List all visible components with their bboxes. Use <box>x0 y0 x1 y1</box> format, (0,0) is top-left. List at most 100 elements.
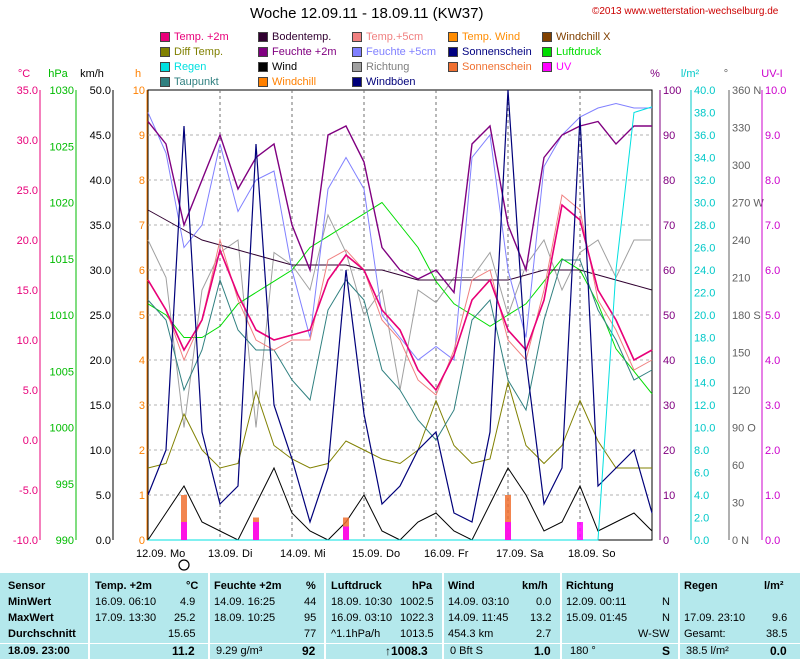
series-line <box>147 209 653 291</box>
axis-tick-label: -10.0 <box>13 535 38 547</box>
temp-min-time: 16.09. 06:10 <box>95 596 157 608</box>
axis-unit-label: h <box>135 68 141 80</box>
axis-tick-label: 20.0 <box>17 235 38 247</box>
legend-label: Temp. +2m <box>174 30 229 43</box>
axis-tick-label: 210 <box>732 273 750 285</box>
axis-tick-label: 40 <box>663 355 675 367</box>
sunshine-bar <box>505 495 511 540</box>
legend-swatch <box>448 31 458 42</box>
legend-item: Temp.+5cm <box>352 30 423 43</box>
legend-item: Temp. Wind <box>448 30 520 43</box>
dir-min-time: 12.09. 00:11 <box>566 596 627 608</box>
rain-total-label: Gesamt: <box>684 628 726 640</box>
axis-tick-label: 5 <box>139 310 145 322</box>
legend-label: Windböen <box>366 75 416 88</box>
axis-tick-label: -5.0 <box>19 485 38 497</box>
header-wind: Wind <box>448 580 475 592</box>
x-tick-label: 16.09. <box>424 548 455 560</box>
axis-tick-label: 30.0 <box>694 198 715 210</box>
hum-current-dewpoint: 9.29 g/m³ <box>216 645 263 657</box>
axis-tick-label: 1025 <box>50 141 74 153</box>
x-tick-label: 17.09. <box>496 548 527 560</box>
legend-label: Bodentemp. <box>272 30 332 43</box>
legend-label: Richtung <box>366 60 410 73</box>
header-temp-unit: °C <box>186 580 199 592</box>
wind-min-time: 14.09. 03:10 <box>448 596 510 608</box>
axis-unit-label: ° <box>724 68 728 80</box>
header-sensor: Sensor <box>8 580 46 592</box>
x-tick-label: Mi <box>314 548 326 560</box>
axis-tick-label: 15.0 <box>90 400 111 412</box>
axis-tick-label: 4.0 <box>765 355 780 367</box>
press-current-value: ↑1008.3 <box>385 644 428 658</box>
credit-link[interactable]: ©2013 www.wetterstation-wechselburg.de <box>592 6 779 17</box>
sunshine-bar <box>181 495 187 540</box>
axis-tick-label: 32.0 <box>694 175 715 187</box>
axis-tick-label: 24.0 <box>694 265 715 277</box>
legend-label: Windchill <box>272 75 317 88</box>
axis-tick-label: 1030 <box>50 85 74 97</box>
hum-avg-value: 77 <box>304 628 317 640</box>
legend-label: UV <box>556 60 572 73</box>
legend-label: Regen <box>174 60 207 73</box>
legend-label: Wind <box>272 60 298 73</box>
wind-min-value: 0.0 <box>536 596 552 608</box>
x-tick-label: 13.09. <box>208 548 239 560</box>
axis-tick-label: 0 <box>663 535 669 547</box>
legend-swatch <box>160 31 170 42</box>
legend-item: Luftdruck <box>542 45 601 58</box>
axis-tick-label: 4 <box>139 355 145 367</box>
legend-item: Windböen <box>352 75 416 88</box>
press-avg-value: 1013.5 <box>400 628 434 640</box>
uv-bar <box>253 522 259 540</box>
axis-tick-label: 7 <box>139 220 145 232</box>
legend-label: Luftdruck <box>556 45 602 58</box>
axis-tick-label: 1020 <box>50 198 74 210</box>
axis-tick-label: 12.0 <box>694 400 715 412</box>
series-line <box>147 203 653 392</box>
wind-current-bft: 0 Bft S <box>450 645 484 657</box>
row-label-now: 18.09. 23:00 <box>8 645 70 657</box>
column-divider <box>324 573 326 659</box>
axis-tick-label: 15.0 <box>17 285 38 297</box>
axis-tick-label: 0.0 <box>694 535 709 547</box>
legend-item: Diff Temp. <box>160 45 223 58</box>
chart-title: Woche 12.09.11 - 18.09.11 (KW37) <box>250 5 484 22</box>
axis-tick-label: 0 <box>139 535 145 547</box>
wind-max-time: 14.09. 11:45 <box>448 612 509 624</box>
legend-swatch <box>258 76 268 87</box>
x-tick-label: So <box>602 548 615 560</box>
dir-current-value: S <box>662 644 671 658</box>
row-label-min: MinWert <box>8 596 52 608</box>
axis-tick-label: 0.0 <box>23 435 38 447</box>
axis-tick-label: 6.0 <box>765 265 780 277</box>
axis-tick-label: 180 S <box>732 310 761 322</box>
uv-bar <box>181 522 187 540</box>
rain-total-value: 38.5 <box>766 628 788 640</box>
x-tick-label: Sa <box>530 548 544 560</box>
legend-swatch <box>258 61 268 72</box>
axis-tick-label: 50.0 <box>90 85 111 97</box>
wind-distance: 454.3 km <box>448 628 494 640</box>
axis-tick-label: 0.0 <box>96 535 111 547</box>
axis-tick-label: 20.0 <box>90 355 111 367</box>
axis-tick-label: 30.0 <box>90 265 111 277</box>
axis-tick-label: 26.0 <box>694 243 715 255</box>
axis-unit-label: °C <box>18 68 30 80</box>
legend-label: Sonnenschein <box>462 45 532 58</box>
legend-label: Feuchte +5cm <box>366 45 437 58</box>
legend-label: Temp.+5cm <box>366 30 424 43</box>
legend-swatch <box>160 46 170 57</box>
legend-label: Diff Temp. <box>174 45 224 58</box>
x-tick-label: Fr <box>458 548 469 560</box>
column-divider <box>88 573 90 659</box>
legend-swatch <box>352 61 362 72</box>
column-divider <box>678 573 680 659</box>
axis-tick-label: 1010 <box>50 310 74 322</box>
axis-tick-label: 2.0 <box>694 513 709 525</box>
legend-swatch <box>352 76 362 87</box>
axis-tick-label: 36.0 <box>694 130 715 142</box>
axis-tick-label: 8.0 <box>765 175 780 187</box>
legend-label: Windchill X <box>556 30 611 43</box>
series-line <box>147 89 653 525</box>
